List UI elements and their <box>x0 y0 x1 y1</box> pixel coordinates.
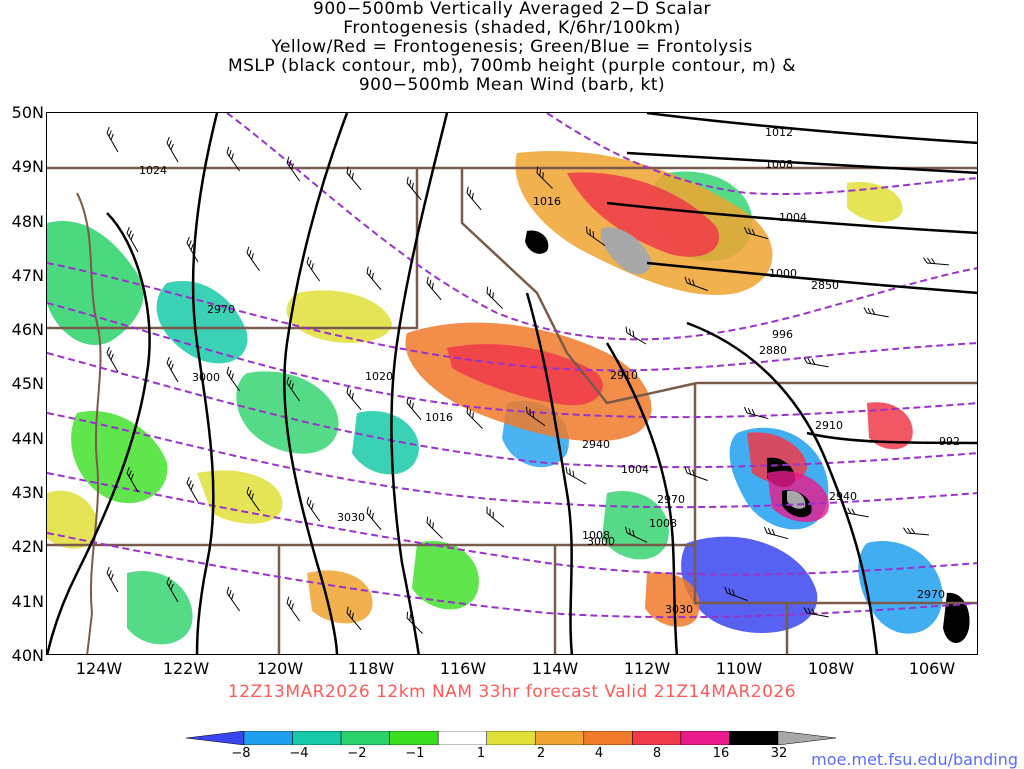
state-boundaries <box>47 166 977 654</box>
mslp-label: 1008 <box>765 158 793 171</box>
lon-label-124w: 124W <box>75 659 123 678</box>
map-svg: 1012 1008 1004 1000 996 992 1016 1020 10… <box>47 113 977 654</box>
height-label: 2910 <box>815 419 843 432</box>
lat-label-46n: 46N <box>11 320 44 339</box>
lat-label-43n: 43N <box>11 483 44 502</box>
lat-label-42n: 42N <box>11 537 44 556</box>
height-label: 2940 <box>829 490 857 503</box>
colorbar-label: −8 <box>231 746 251 761</box>
colorbar-label: 1 <box>476 746 486 761</box>
frontogenesis-shading <box>47 151 970 643</box>
lat-label-40n: 40N <box>11 646 44 665</box>
mslp-label: 1000 <box>769 267 797 280</box>
height-label: 3030 <box>665 603 693 616</box>
height-label: 2880 <box>759 344 787 357</box>
colorbar-segment <box>389 731 439 745</box>
lon-label-114w: 114W <box>531 659 579 678</box>
colorbar-segment <box>632 731 682 745</box>
colorbar-segment <box>777 731 836 745</box>
mslp-label: 1008 <box>649 517 677 530</box>
lat-label-45n: 45N <box>11 374 44 393</box>
colorbar-segment <box>729 731 779 745</box>
lat-label-49n: 49N <box>11 157 44 176</box>
title-line-3: Yellow/Red = Frontogenesis; Green/Blue =… <box>271 37 753 57</box>
mslp-label: 1016 <box>533 195 561 208</box>
colorbar <box>186 731 836 745</box>
lon-label-122w: 122W <box>162 659 210 678</box>
map-panel: 1012 1008 1004 1000 996 992 1016 1020 10… <box>46 112 978 655</box>
title-line-2: Frontogenesis (shaded, K/6hr/100km) <box>343 18 681 38</box>
mslp-label: 1004 <box>779 211 807 224</box>
mslp-label: 992 <box>939 435 960 448</box>
plot-title: 900−500mb Vertically Averaged 2−D Scalar… <box>0 0 1024 95</box>
colorbar-segment <box>583 731 633 745</box>
source-credit[interactable]: moe.met.fsu.edu/banding <box>811 750 1018 769</box>
colorbar-label: 4 <box>594 746 604 761</box>
title-line-4: MSLP (black contour, mb), 700mb height (… <box>227 56 797 76</box>
mslp-label: 1016 <box>425 411 453 424</box>
height-label: 2850 <box>811 279 839 292</box>
height-label: 2970 <box>657 493 685 506</box>
lon-label-106w: 106W <box>908 659 956 678</box>
mslp-label: 1004 <box>621 463 649 476</box>
height-label: 3000 <box>587 535 615 548</box>
lon-label-112w: 112W <box>623 659 671 678</box>
colorbar-segment <box>292 731 342 745</box>
lon-label-118w: 118W <box>347 659 395 678</box>
mslp-label: 996 <box>772 328 793 341</box>
title-line-5: 900−500mb Mean Wind (barb, kt) <box>358 75 666 95</box>
height-contours <box>47 113 977 619</box>
colorbar-label: −2 <box>347 746 367 761</box>
colorbar-segment <box>340 731 390 745</box>
height-label: 3000 <box>192 371 220 384</box>
colorbar-segment <box>243 731 293 745</box>
colorbar-label: 32 <box>770 746 788 761</box>
title-line-1: 900−500mb Vertically Averaged 2−D Scalar <box>313 0 711 19</box>
mslp-label: 1024 <box>139 164 167 177</box>
contour-labels: 1012 1008 1004 1000 996 992 1016 1020 10… <box>139 126 960 616</box>
colorbar-label: −1 <box>405 746 425 761</box>
colorbar-segment <box>680 731 730 745</box>
lat-label-48n: 48N <box>11 212 44 231</box>
forecast-valid-line: 12Z13MAR2026 12km NAM 33hr forecast Vali… <box>227 682 797 702</box>
height-label: 2970 <box>207 303 235 316</box>
colorbar-segment <box>186 731 245 745</box>
height-label: 3030 <box>337 511 365 524</box>
colorbar-label: 16 <box>712 746 730 761</box>
mslp-contours <box>47 113 977 654</box>
lon-label-116w: 116W <box>439 659 487 678</box>
height-label: 2910 <box>610 369 638 382</box>
lat-label-44n: 44N <box>11 429 44 448</box>
colorbar-label: −4 <box>289 746 309 761</box>
lon-label-120w: 120W <box>256 659 304 678</box>
height-label: 2970 <box>917 588 945 601</box>
colorbar-segment <box>486 731 536 745</box>
mslp-label: 1008 <box>582 529 610 542</box>
lon-label-110w: 110W <box>715 659 763 678</box>
lat-label-41n: 41N <box>11 592 44 611</box>
mslp-label: 1020 <box>365 370 393 383</box>
colorbar-segment <box>437 731 487 745</box>
lat-label-47n: 47N <box>11 266 44 285</box>
colorbar-segment <box>535 731 585 745</box>
mslp-label: 1012 <box>765 126 793 139</box>
height-label: 2940 <box>582 438 610 451</box>
colorbar-label: 2 <box>536 746 546 761</box>
colorbar-label: 8 <box>652 746 662 761</box>
lat-label-50n: 50N <box>11 103 44 122</box>
lon-label-108w: 108W <box>807 659 855 678</box>
